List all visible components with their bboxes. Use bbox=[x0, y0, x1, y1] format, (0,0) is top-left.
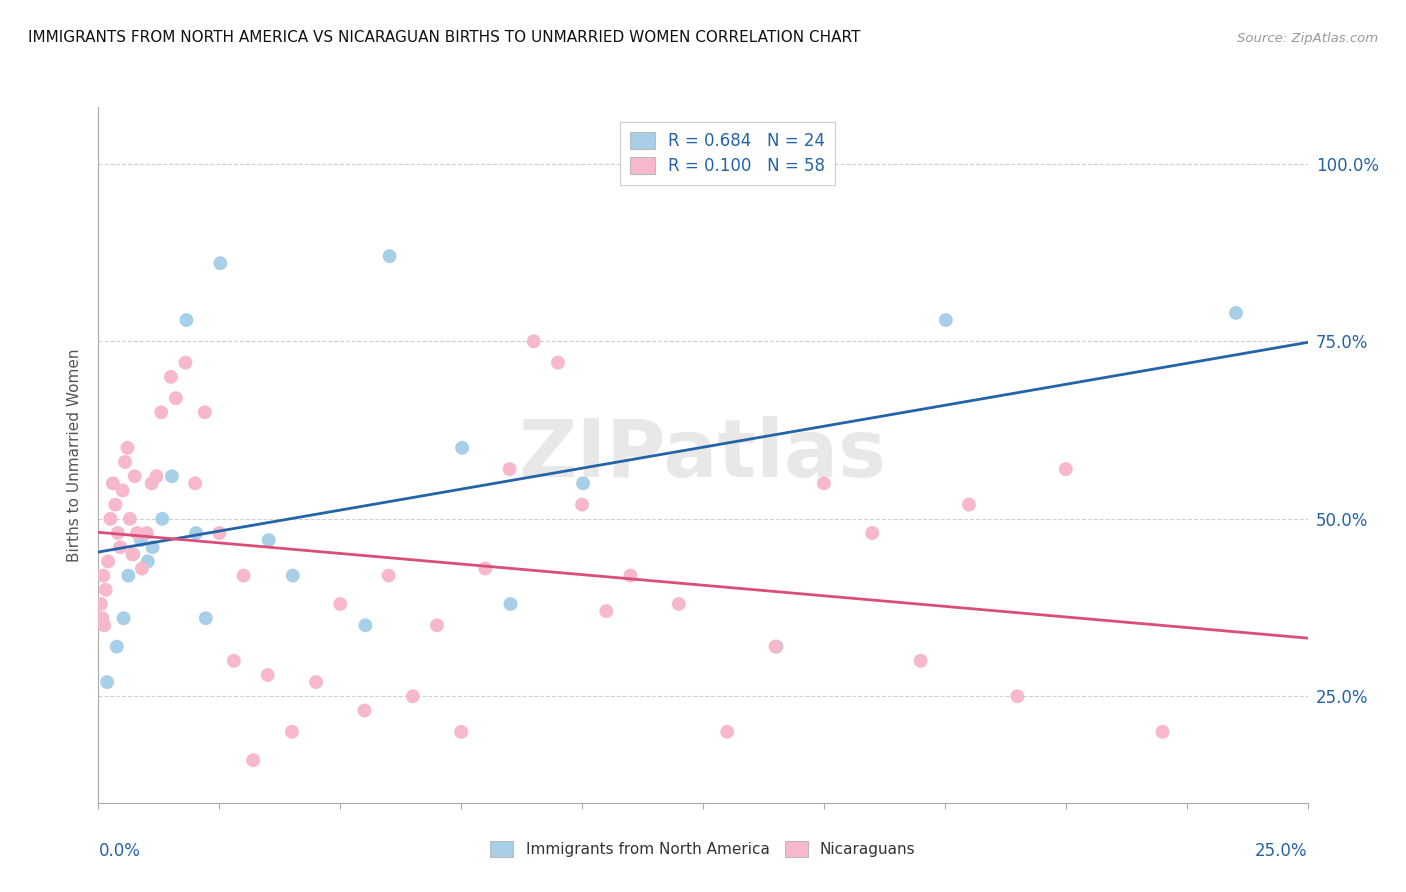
Point bbox=[184, 526, 207, 541]
Point bbox=[572, 476, 595, 491]
Point bbox=[765, 640, 787, 654]
Point bbox=[160, 369, 183, 384]
Point bbox=[242, 753, 264, 767]
Point bbox=[257, 533, 280, 548]
Point bbox=[547, 356, 569, 370]
Point bbox=[450, 724, 472, 739]
Point bbox=[127, 526, 149, 541]
Point bbox=[354, 618, 377, 632]
Point bbox=[329, 597, 352, 611]
Point bbox=[94, 582, 117, 597]
Point bbox=[165, 391, 187, 405]
Point bbox=[208, 526, 231, 541]
Point bbox=[105, 640, 128, 654]
Point bbox=[111, 483, 134, 498]
Point bbox=[1225, 306, 1247, 320]
Point bbox=[104, 498, 127, 512]
Text: ZIPatlas: ZIPatlas bbox=[519, 416, 887, 494]
Point bbox=[194, 405, 217, 419]
Point bbox=[209, 256, 232, 270]
Point bbox=[114, 455, 136, 469]
Point bbox=[377, 568, 399, 582]
Point bbox=[129, 533, 152, 548]
Point bbox=[108, 540, 131, 554]
Point bbox=[131, 561, 153, 575]
Point bbox=[176, 313, 198, 327]
Point bbox=[142, 540, 165, 554]
Y-axis label: Births to Unmarried Women: Births to Unmarried Women bbox=[67, 348, 83, 562]
Point bbox=[499, 597, 522, 611]
Point bbox=[90, 597, 112, 611]
Point bbox=[96, 675, 118, 690]
Point bbox=[97, 554, 120, 568]
Point bbox=[112, 611, 135, 625]
Point bbox=[281, 568, 304, 582]
Point bbox=[1007, 690, 1029, 704]
Point bbox=[135, 526, 157, 541]
Point bbox=[145, 469, 167, 483]
Point bbox=[256, 668, 278, 682]
Point bbox=[281, 724, 304, 739]
Point bbox=[378, 249, 401, 263]
Legend: Immigrants from North America, Nicaraguans: Immigrants from North America, Nicaragua… bbox=[482, 833, 924, 864]
Point bbox=[91, 568, 114, 582]
Point bbox=[571, 498, 593, 512]
Point bbox=[668, 597, 690, 611]
Point bbox=[910, 654, 932, 668]
Point bbox=[118, 512, 141, 526]
Point bbox=[121, 547, 143, 561]
Point bbox=[451, 441, 474, 455]
Point bbox=[122, 547, 145, 561]
Point bbox=[595, 604, 617, 618]
Point bbox=[860, 526, 883, 541]
Point bbox=[100, 512, 122, 526]
Point bbox=[957, 498, 980, 512]
Point bbox=[402, 690, 425, 704]
Point bbox=[232, 568, 254, 582]
Point bbox=[194, 611, 217, 625]
Point bbox=[184, 476, 207, 491]
Point bbox=[426, 618, 449, 632]
Point bbox=[117, 568, 139, 582]
Point bbox=[935, 313, 957, 327]
Point bbox=[107, 526, 129, 541]
Point bbox=[765, 640, 787, 654]
Point bbox=[93, 618, 115, 632]
Point bbox=[474, 561, 496, 575]
Point bbox=[1152, 724, 1174, 739]
Point bbox=[160, 469, 183, 483]
Point bbox=[124, 469, 146, 483]
Point bbox=[353, 704, 375, 718]
Point bbox=[117, 441, 139, 455]
Text: 0.0%: 0.0% bbox=[98, 842, 141, 860]
Point bbox=[101, 476, 124, 491]
Point bbox=[174, 356, 197, 370]
Point bbox=[91, 611, 114, 625]
Point bbox=[222, 654, 245, 668]
Point bbox=[619, 568, 641, 582]
Point bbox=[716, 724, 738, 739]
Point bbox=[1054, 462, 1077, 476]
Point bbox=[136, 554, 159, 568]
Text: 25.0%: 25.0% bbox=[1256, 842, 1308, 860]
Point bbox=[150, 405, 173, 419]
Point bbox=[150, 512, 173, 526]
Point bbox=[141, 476, 163, 491]
Text: IMMIGRANTS FROM NORTH AMERICA VS NICARAGUAN BIRTHS TO UNMARRIED WOMEN CORRELATIO: IMMIGRANTS FROM NORTH AMERICA VS NICARAG… bbox=[28, 29, 860, 45]
Point bbox=[305, 675, 328, 690]
Text: Source: ZipAtlas.com: Source: ZipAtlas.com bbox=[1237, 31, 1378, 45]
Point bbox=[498, 462, 520, 476]
Point bbox=[523, 334, 546, 349]
Point bbox=[813, 476, 835, 491]
